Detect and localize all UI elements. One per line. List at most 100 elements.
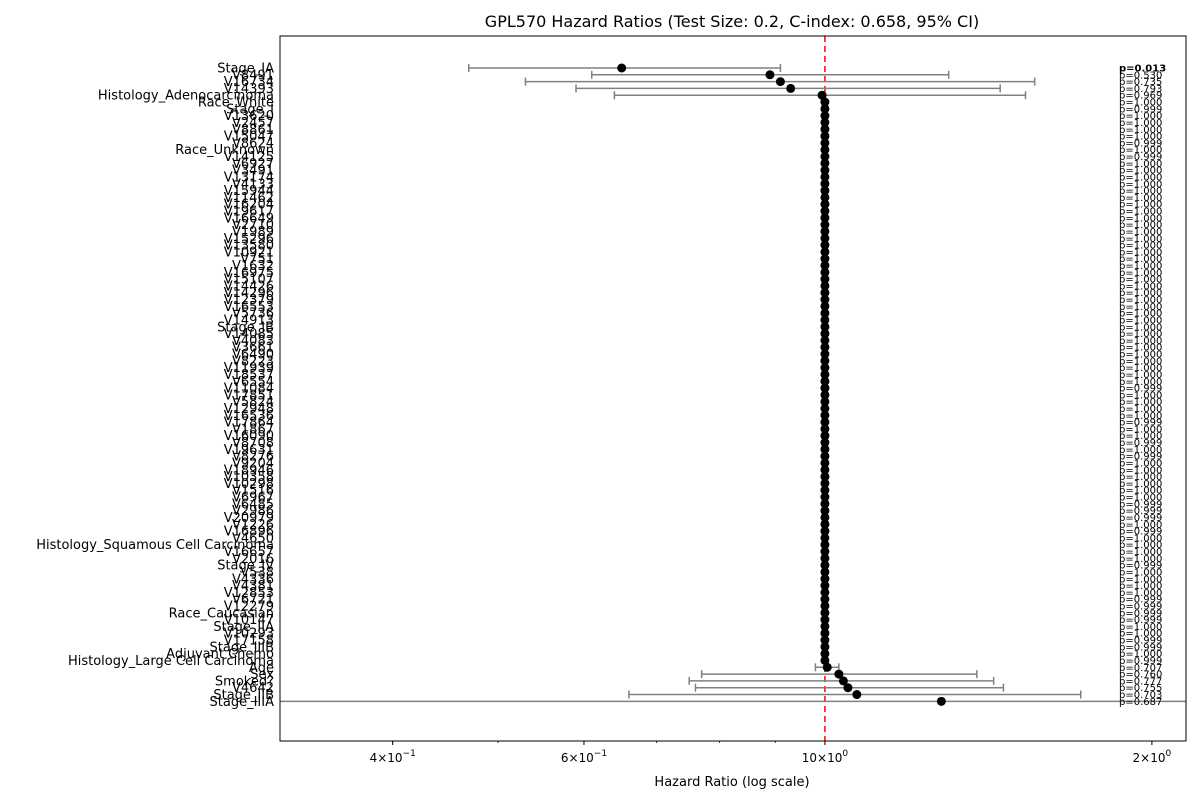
hazard-point (820, 376, 830, 386)
y-tick-label: Stage_IIIB (210, 640, 275, 655)
y-tick-label: V16536 (224, 409, 274, 424)
y-tick-label: V6721 (232, 593, 274, 608)
p-value-label: p=1.000 (1119, 275, 1162, 286)
y-tick-label: V1516 (232, 484, 274, 499)
hazard-point (820, 206, 830, 216)
p-value-label: p=1.000 (1119, 295, 1162, 306)
hazard-point (820, 574, 830, 584)
x-tick-label: 2×100 (1133, 749, 1172, 765)
p-value-label: p=1.000 (1119, 465, 1162, 476)
hazard-point (820, 124, 830, 134)
p-value-label: p=1.000 (1119, 649, 1162, 660)
y-tick-label: V16204 (224, 198, 274, 213)
p-value-label: p=0.999 (1119, 418, 1162, 429)
p-value-label: p=1.000 (1119, 411, 1162, 422)
y-tick-label: V16553 (224, 300, 274, 315)
p-value-label: p=0.530 (1119, 70, 1162, 81)
p-value-label: p=1.000 (1119, 329, 1162, 340)
y-tick-label: Race_White (198, 96, 274, 111)
y-tick-label: V10921 (224, 245, 274, 260)
hazard-point (820, 438, 830, 448)
y-tick-label: V1632 (232, 259, 274, 274)
p-value-label: p=0.735 (1119, 77, 1162, 88)
y-tick-label: V17851 (224, 388, 274, 403)
y-tick-label: V8861 (232, 123, 274, 138)
hazard-point (820, 349, 830, 359)
p-value-label: p=1.000 (1119, 547, 1162, 558)
hazard-point (786, 83, 796, 93)
p-value-label: p=1.000 (1119, 574, 1162, 585)
p-value-label: p=0.013 (1119, 64, 1166, 75)
hazard-point (820, 342, 830, 352)
y-tick-label: V10358 (224, 470, 274, 485)
p-value-label: p=0.999 (1119, 104, 1162, 115)
hazard-point (820, 621, 830, 631)
hazard-point (820, 295, 830, 305)
p-value-label: p=1.000 (1119, 302, 1162, 313)
hazard-point (820, 410, 830, 420)
hazard-point (820, 192, 830, 202)
y-tick-label: V8276 (232, 450, 274, 465)
p-value-label: p=1.000 (1119, 118, 1162, 129)
p-value-label: p=0.999 (1119, 601, 1162, 612)
hazard-point (820, 390, 830, 400)
hazard-point (936, 696, 946, 706)
p-value-label: p=0.793 (1119, 84, 1162, 95)
y-tick-label: V11939 (224, 361, 274, 376)
p-value-label: p=1.000 (1119, 533, 1162, 544)
hazard-point (820, 465, 830, 475)
y-tick-label: V538 (240, 565, 274, 580)
y-tick-label: Histology_Adenocarcinoma (98, 89, 274, 104)
x-tick-label: 4×10−1 (370, 749, 416, 765)
y-tick-label: Stage_IIIA (210, 695, 275, 710)
hazard-point (820, 363, 830, 373)
p-value-label: p=0.999 (1119, 642, 1162, 653)
p-value-label: p=1.000 (1119, 629, 1162, 640)
y-tick-label: V11084 (224, 382, 274, 397)
hazard-point (820, 322, 830, 332)
hazard-point (820, 226, 830, 236)
p-value-label: p=0.969 (1119, 91, 1162, 102)
y-tick-label: V1989 (232, 225, 274, 240)
p-value-label: p=1.000 (1119, 186, 1162, 197)
hazard-point (820, 152, 830, 162)
p-value-label: p=0.999 (1119, 561, 1162, 572)
y-tick-label: V18946 (224, 463, 274, 478)
p-value-label: p=1.000 (1119, 281, 1162, 292)
p-value-label: p=0.999 (1119, 527, 1162, 538)
y-tick-label: V15944 (224, 184, 274, 199)
p-value-label: p=0.999 (1119, 384, 1162, 395)
hazard-point (820, 526, 830, 536)
y-tick-label: Race_Unknown (175, 143, 274, 158)
hazard-point (817, 90, 827, 100)
y-tick-label: V4642 (232, 681, 274, 696)
hazard-point (820, 131, 830, 141)
hazard-point (820, 158, 830, 168)
p-value-label: p=0.999 (1119, 636, 1162, 647)
hazard-point (820, 213, 830, 223)
y-tick-label: V10298 (224, 477, 274, 492)
hazard-point (820, 608, 830, 618)
y-tick-label: Stage_IV (217, 559, 274, 574)
p-value-label: p=0.999 (1119, 506, 1162, 517)
hazard-point (775, 77, 785, 87)
y-tick-label: V13580 (224, 239, 274, 254)
p-value-label: p=0.999 (1119, 656, 1162, 667)
hazard-point (820, 274, 830, 284)
hazard-point (820, 111, 830, 121)
hazard-point (617, 63, 627, 73)
p-value-label: p=1.000 (1119, 343, 1162, 354)
y-tick-label: V14426 (224, 279, 274, 294)
y-tick-label: V5824 (232, 395, 274, 410)
p-value-label: p=1.000 (1119, 172, 1162, 183)
hazard-point (820, 356, 830, 366)
p-value-label: p=0.999 (1119, 152, 1162, 163)
hazard-point (843, 683, 853, 693)
p-value-label: p=1.000 (1119, 159, 1162, 170)
hazard-point (820, 329, 830, 339)
p-value-label: p=1.000 (1119, 234, 1162, 245)
y-tick-label: V15296 (224, 232, 274, 247)
hazard-point (765, 70, 775, 80)
hazard-point (820, 601, 830, 611)
p-value-label: p=0.703 (1119, 690, 1162, 701)
